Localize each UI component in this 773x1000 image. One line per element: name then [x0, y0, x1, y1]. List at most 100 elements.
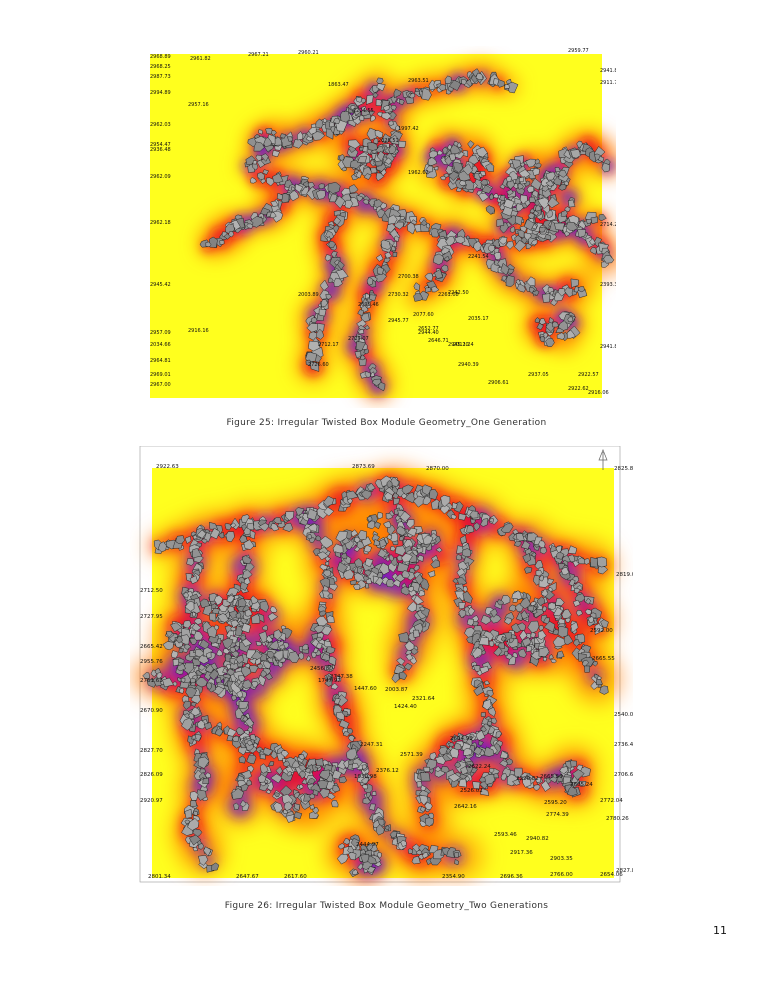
elevation-label: 2962.03 [150, 122, 171, 128]
module-cell [522, 777, 532, 788]
elevation-label: 2826.09 [140, 772, 163, 778]
module-cell [237, 675, 246, 682]
module-cell [190, 800, 198, 808]
module-cell [273, 792, 281, 798]
module-cell [353, 107, 361, 116]
module-cell [396, 554, 403, 562]
module-cell [400, 839, 407, 847]
module-cell [225, 531, 235, 543]
module-cell [541, 605, 548, 613]
module-cell [522, 553, 532, 564]
module-cell [307, 777, 316, 785]
module-cell [331, 800, 339, 808]
module-cell [190, 702, 197, 707]
module-cell [279, 133, 287, 139]
module-cell [560, 210, 568, 217]
module-cell [533, 784, 541, 791]
elevation-label: 2963.51 [408, 78, 429, 84]
module-cell [480, 787, 490, 796]
module-cell [559, 766, 569, 775]
module-cell [449, 747, 459, 759]
module-cell [480, 725, 487, 733]
module-cell [363, 173, 372, 180]
module-cell [533, 209, 540, 217]
module-cell [375, 576, 384, 587]
module-cell [216, 638, 222, 644]
module-cell [310, 782, 321, 793]
module-cell [596, 678, 603, 686]
module-cell [567, 545, 578, 555]
module-cell [507, 268, 515, 274]
module-cell [558, 320, 569, 331]
module-cell [356, 540, 365, 550]
module-cell [597, 556, 608, 568]
module-cell [142, 672, 151, 680]
module-cell [229, 657, 236, 665]
elevation-label: 2028.51 [378, 138, 399, 144]
module-cell [577, 286, 585, 293]
module-cell [255, 154, 263, 162]
module-cell [338, 776, 348, 784]
module-cell [452, 162, 463, 174]
module-cell [189, 637, 198, 645]
module-cell [272, 149, 280, 158]
module-cell [297, 764, 307, 772]
module-cell [338, 719, 350, 730]
module-cell [226, 595, 235, 604]
module-cell [505, 240, 514, 250]
module-cell [184, 819, 191, 824]
module-cell [179, 687, 185, 694]
module-cell [450, 514, 457, 520]
module-cell [190, 707, 201, 717]
elevation-label: 1962.62 [408, 170, 429, 176]
module-cell [259, 753, 266, 760]
module-cell [295, 507, 305, 516]
module-cell [393, 88, 402, 99]
module-cell [406, 601, 417, 613]
elevation-label: 2960.21 [298, 50, 319, 56]
elevation-label: 2393.35 [600, 282, 616, 288]
elevation-label: 2730.32 [388, 292, 409, 298]
module-cell [227, 605, 235, 613]
module-cell [273, 802, 283, 813]
module-cell [222, 638, 234, 649]
module-cell [475, 146, 488, 158]
module-cell [360, 777, 370, 784]
module-cell [205, 651, 212, 659]
module-cell [269, 606, 278, 613]
elevation-label: 2940.39 [458, 362, 479, 368]
elevation-label: 2444.97 [356, 842, 379, 848]
module-cell [235, 654, 244, 664]
module-cell [198, 855, 209, 866]
elevation-label: 2714.22 [600, 222, 616, 228]
module-cell [258, 129, 263, 135]
module-cell [532, 168, 540, 176]
module-cell [211, 862, 220, 871]
module-cell [424, 802, 433, 811]
module-cell [460, 765, 469, 776]
module-cell [485, 205, 495, 215]
elevation-label: 2945.20 [448, 342, 469, 348]
module-cell [181, 695, 189, 703]
elevation-label: 1997.42 [398, 126, 419, 132]
module-cell [482, 699, 492, 711]
figure-25-caption: Figure 25: Irregular Twisted Box Module … [226, 418, 547, 428]
module-cell [535, 204, 542, 212]
module-cell [458, 609, 467, 619]
elevation-label: 2354.90 [442, 874, 465, 880]
module-cell [573, 639, 580, 647]
module-cell [367, 520, 376, 530]
module-cell [478, 740, 484, 746]
elevation-label: 2700.38 [398, 274, 419, 280]
module-cell [252, 742, 258, 749]
module-cell [495, 730, 502, 738]
module-cell [324, 679, 333, 687]
module-cell [203, 846, 212, 857]
elevation-label: 2665.55 [592, 656, 615, 662]
module-cell [485, 163, 495, 172]
module-cell [480, 712, 486, 717]
module-cell [192, 846, 199, 852]
module-cell [545, 171, 556, 181]
module-cell [390, 545, 396, 552]
module-cell [348, 184, 359, 194]
